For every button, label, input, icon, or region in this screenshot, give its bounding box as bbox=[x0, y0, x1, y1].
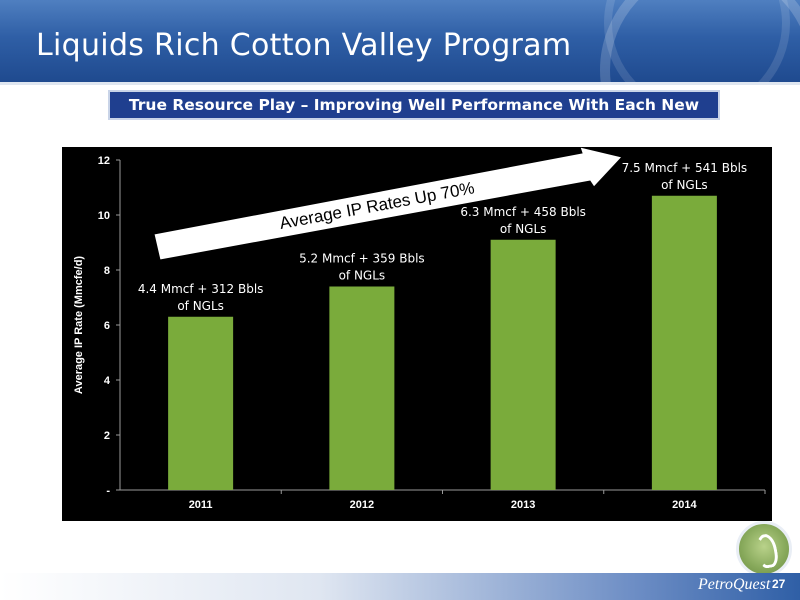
x-tick-label: 2012 bbox=[350, 499, 374, 511]
footer: PetroQuest 27 bbox=[0, 569, 800, 600]
bar-data-label: 4.4 Mmcf + 312 Bbls bbox=[138, 282, 264, 296]
bar-data-label: of NGLs bbox=[177, 299, 224, 313]
bar-data-label: of NGLs bbox=[339, 269, 386, 283]
x-tick-label: 2011 bbox=[189, 499, 213, 511]
bar-2011 bbox=[168, 316, 234, 490]
petroquest-logo-icon bbox=[736, 521, 792, 577]
bar-data-label: of NGLs bbox=[500, 222, 547, 236]
bar-2012 bbox=[329, 286, 395, 490]
y-tick-label: 6 bbox=[104, 320, 110, 332]
bar-data-label: 5.2 Mmcf + 359 Bbls bbox=[299, 252, 425, 266]
footer-bar bbox=[0, 573, 800, 600]
y-tick-label: 12 bbox=[98, 155, 110, 167]
y-tick-label: 8 bbox=[104, 265, 110, 277]
bar-2013 bbox=[490, 239, 556, 490]
y-tick-label: 4 bbox=[104, 375, 111, 387]
x-tick-label: 2014 bbox=[672, 499, 697, 511]
bar-2014 bbox=[651, 195, 717, 490]
page-number: 27 bbox=[772, 577, 786, 591]
y-tick-label: 2 bbox=[104, 430, 110, 442]
slide-title: Liquids Rich Cotton Valley Program bbox=[36, 28, 572, 63]
y-tick-label: - bbox=[106, 485, 110, 497]
brand-name: PetroQuest bbox=[698, 576, 771, 593]
bar-data-label: 7.5 Mmcf + 541 Bbls bbox=[622, 161, 748, 175]
flame-icon bbox=[754, 532, 780, 570]
header-swoosh-decoration-inner bbox=[604, 0, 790, 82]
ip-rate-chart: - 2 4 6 8 10 12 Average IP Rate (Mmcfe/d) 2011 4.… bbox=[62, 146, 772, 521]
x-tick-label: 2013 bbox=[511, 499, 535, 511]
subtitle-banner: True Resource Play – Improving Well Perf… bbox=[108, 90, 720, 140]
header: Liquids Rich Cotton Valley Program bbox=[0, 0, 800, 82]
bar-data-label: 6.3 Mmcf + 458 Bbls bbox=[460, 205, 586, 219]
y-axis-title: Average IP Rate (Mmcfe/d) bbox=[73, 256, 85, 394]
header-divider bbox=[0, 82, 800, 85]
bar-data-label: of NGLs bbox=[661, 178, 708, 192]
y-tick-label: 10 bbox=[98, 210, 110, 222]
chart-svg: - 2 4 6 8 10 12 Average IP Rate (Mmcfe/d) 2011 4.… bbox=[73, 146, 766, 511]
annotation-arrow bbox=[153, 146, 623, 261]
